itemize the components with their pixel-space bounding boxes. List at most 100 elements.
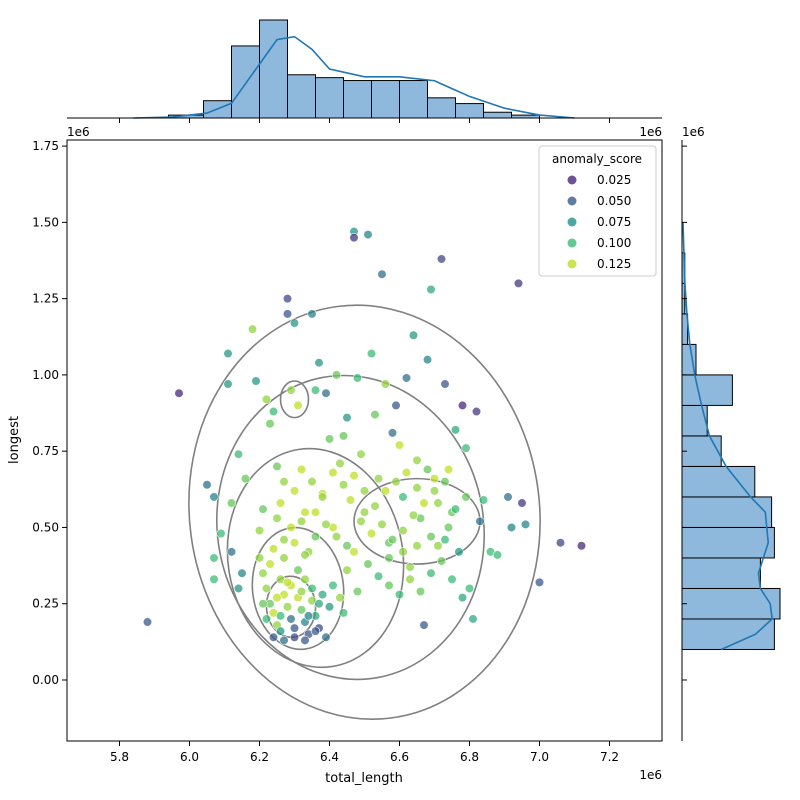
scatter-point [321, 388, 331, 398]
scatter-point [387, 535, 398, 545]
scatter-point [251, 376, 261, 386]
scatter-point [433, 541, 443, 551]
scatter-point [275, 498, 286, 508]
legend-marker [567, 238, 577, 248]
scatter-point [296, 516, 307, 526]
scatter-point [391, 400, 401, 411]
scatter-point [433, 498, 443, 508]
scatter-point [240, 474, 251, 484]
scatter-point [576, 541, 587, 551]
y-axis-ticks: 0.00 0.25 0.50 0.75 1.00 1.25 1.50 1.75 [32, 139, 687, 687]
scatter-point [422, 355, 433, 365]
x-tick-label: 6.0 [180, 750, 199, 764]
scatter-point [370, 501, 380, 511]
scatter-point [300, 574, 310, 584]
scatter-point [209, 574, 219, 584]
scatter-point [314, 599, 324, 609]
scatter-point [440, 535, 450, 545]
scatter-point [317, 492, 328, 502]
scatter-point [310, 385, 321, 395]
scatter-point [331, 370, 342, 380]
scatter-point [555, 538, 566, 548]
scatter-point [261, 583, 272, 594]
scatter-point [443, 522, 454, 533]
scatter-point [142, 617, 153, 627]
scatter-point [275, 626, 286, 636]
scatter-point [310, 507, 321, 517]
scatter-point [440, 379, 450, 389]
scatter-point [475, 516, 485, 526]
scatter-point [310, 626, 321, 636]
scatter-point [226, 547, 237, 557]
contour-line [279, 380, 310, 419]
scatter-point [261, 394, 272, 404]
scatter-point [412, 455, 422, 465]
scatter-point [447, 574, 457, 584]
scatter-point [258, 568, 268, 578]
scatter-point [282, 602, 293, 612]
scatter-point [401, 373, 412, 383]
scatter-point [359, 486, 370, 496]
x-tick-label: 7.0 [530, 750, 549, 764]
scatter-point [534, 577, 545, 587]
scatter-point [247, 324, 258, 334]
contour-line [226, 447, 405, 669]
x-tick-label: 5.8 [110, 750, 129, 764]
scatter-point [363, 229, 373, 240]
scatter-point [503, 492, 513, 502]
top-histogram-bar [287, 74, 316, 119]
top-histogram-bar [343, 80, 372, 119]
scatter-point [342, 565, 352, 575]
legend-title: anomaly_score [552, 152, 642, 166]
right-histogram-bar [681, 526, 775, 559]
scatter-point [359, 507, 370, 517]
right-histogram-bar [681, 618, 775, 650]
scatter-point [202, 480, 212, 490]
right-histogram-bar [681, 557, 761, 589]
x-tick-label: 6.8 [460, 750, 479, 764]
scatter-point [272, 593, 282, 603]
scatter-point [391, 477, 401, 487]
scatter-point [387, 428, 398, 438]
scatter-point [321, 632, 331, 642]
scatter-point [272, 461, 282, 472]
scatter-point [401, 467, 412, 478]
scatter-point [307, 477, 317, 487]
scatter-point [394, 440, 405, 450]
scatter-point [321, 519, 331, 529]
scatter-point [296, 464, 307, 475]
scatter-point [426, 284, 436, 295]
scatter-point [356, 449, 366, 459]
scatter-point [209, 553, 219, 563]
scatter-point [254, 525, 265, 536]
scatter-point [282, 309, 293, 319]
scatter-point [450, 504, 461, 514]
scatter-point [223, 379, 233, 389]
scatter-point [394, 589, 405, 600]
scatter-point [307, 309, 317, 319]
scatter-point [426, 568, 436, 578]
scatter-point [422, 464, 433, 475]
scatter-point [398, 492, 408, 502]
plot-frame [66, 139, 663, 742]
top-histogram-bar [231, 45, 260, 119]
scatter-point [363, 559, 373, 569]
scatter-point [412, 541, 422, 551]
scatter-point [419, 620, 429, 630]
scatter-point [408, 330, 419, 340]
scatter-point [373, 474, 384, 484]
scatter-point [412, 483, 422, 493]
scatter-point [317, 589, 328, 600]
scatter-point [268, 632, 279, 642]
scatter-point [335, 593, 345, 603]
scatter-point [300, 635, 310, 645]
scatter-point [349, 233, 359, 243]
scatter-point [289, 538, 300, 548]
scatter-point [436, 556, 447, 566]
scatter-point [370, 409, 380, 420]
legend-label: 0.025 [597, 173, 631, 187]
y-axis-label: longest [7, 416, 22, 464]
scatter-point [478, 495, 489, 505]
scatter-point [286, 385, 296, 395]
y-tick-label: 1.25 [32, 292, 59, 306]
